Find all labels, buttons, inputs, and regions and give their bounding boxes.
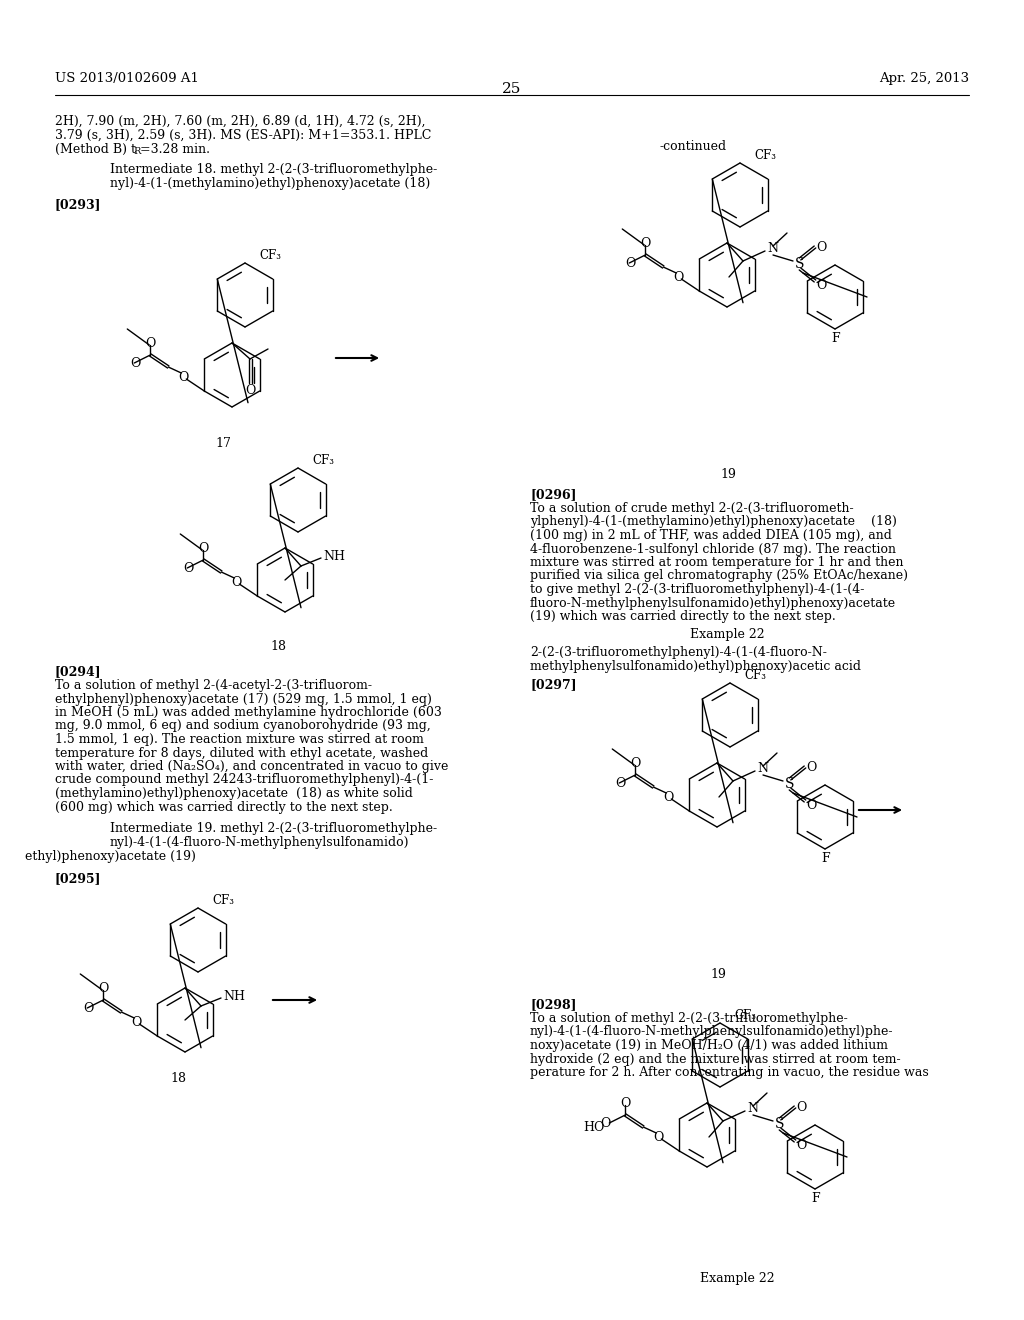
Text: (Method B) t: (Method B) t [55, 143, 136, 156]
Text: (19) which was carried directly to the next step.: (19) which was carried directly to the n… [530, 610, 836, 623]
Text: CF₃: CF₃ [259, 249, 281, 261]
Text: 4-fluorobenzene-1-sulfonyl chloride (87 mg). The reaction: 4-fluorobenzene-1-sulfonyl chloride (87 … [530, 543, 896, 556]
Text: fluoro-N-methylphenylsulfonamido)ethyl)phenoxy)acetate: fluoro-N-methylphenylsulfonamido)ethyl)p… [530, 597, 896, 610]
Text: ethyl)phenoxy)acetate (19): ethyl)phenoxy)acetate (19) [25, 850, 196, 863]
Text: 18: 18 [270, 640, 286, 653]
Text: [0297]: [0297] [530, 678, 577, 690]
Text: O: O [664, 791, 674, 804]
Text: (600 mg) which was carried directly to the next step.: (600 mg) which was carried directly to t… [55, 800, 393, 813]
Text: purified via silica gel chromatography (25% EtOAc/hexane): purified via silica gel chromatography (… [530, 569, 908, 582]
Text: Example 22: Example 22 [690, 628, 764, 642]
Text: methylphenylsulfonamido)ethyl)phenoxy)acetic acid: methylphenylsulfonamido)ethyl)phenoxy)ac… [530, 660, 861, 673]
Text: To a solution of crude methyl 2-(2-(3-trifluorometh-: To a solution of crude methyl 2-(2-(3-tr… [530, 502, 854, 515]
Text: R: R [133, 147, 140, 156]
Text: O: O [816, 242, 826, 253]
Text: S: S [785, 777, 795, 791]
Text: 2-(2-(3-trifluoromethylphenyl)-4-(1-(4-fluoro-N-: 2-(2-(3-trifluoromethylphenyl)-4-(1-(4-f… [530, 645, 826, 659]
Text: O: O [806, 762, 816, 774]
Text: O: O [615, 777, 626, 789]
Text: F: F [821, 851, 829, 865]
Text: O: O [816, 279, 826, 292]
Text: [0293]: [0293] [55, 198, 101, 211]
Text: O: O [640, 238, 650, 249]
Text: CF₃: CF₃ [312, 454, 334, 467]
Text: 19: 19 [720, 469, 736, 480]
Text: O: O [631, 756, 641, 770]
Text: Example 22: Example 22 [700, 1272, 774, 1284]
Text: NH: NH [323, 550, 345, 564]
Text: CF₃: CF₃ [744, 669, 766, 682]
Text: 25: 25 [503, 82, 521, 96]
Text: O: O [653, 1131, 664, 1144]
Text: Apr. 25, 2013: Apr. 25, 2013 [879, 73, 969, 84]
Text: 1.5 mmol, 1 eq). The reaction mixture was stirred at room: 1.5 mmol, 1 eq). The reaction mixture wa… [55, 733, 424, 746]
Text: N: N [746, 1102, 758, 1115]
Text: O: O [626, 257, 636, 271]
Text: 3.79 (s, 3H), 2.59 (s, 3H). MS (ES-API): M+1=353.1. HPLC: 3.79 (s, 3H), 2.59 (s, 3H). MS (ES-API):… [55, 129, 431, 143]
Text: 17: 17 [215, 437, 230, 450]
Text: [0294]: [0294] [55, 665, 101, 678]
Text: O: O [199, 543, 209, 554]
Text: N: N [767, 242, 778, 255]
Text: HO: HO [584, 1121, 604, 1134]
Text: Intermediate 19. methyl 2-(2-(3-trifluoromethylphe-: Intermediate 19. methyl 2-(2-(3-trifluor… [110, 822, 437, 836]
Text: O: O [600, 1117, 610, 1130]
Text: S: S [775, 1117, 784, 1131]
Text: noxy)acetate (19) in MeOH/H₂O (4/1) was added lithium: noxy)acetate (19) in MeOH/H₂O (4/1) was … [530, 1039, 888, 1052]
Text: nyl)-4-(1-(4-fluoro-N-methylphenylsulfonamido): nyl)-4-(1-(4-fluoro-N-methylphenylsulfon… [110, 836, 410, 849]
Text: in MeOH (5 mL) was added methylamine hydrochloride (603: in MeOH (5 mL) was added methylamine hyd… [55, 706, 442, 719]
Text: O: O [245, 384, 255, 397]
Text: 18: 18 [170, 1072, 186, 1085]
Text: perature for 2 h. After concentrating in vacuo, the residue was: perature for 2 h. After concentrating in… [530, 1067, 929, 1078]
Text: O: O [621, 1097, 631, 1110]
Text: CF₃: CF₃ [212, 894, 234, 907]
Text: O: O [796, 1101, 806, 1114]
Text: F: F [831, 333, 840, 345]
Text: to give methyl 2-(2-(3-trifluoromethylphenyl)-4-(1-(4-: to give methyl 2-(2-(3-trifluoromethylph… [530, 583, 864, 597]
Text: O: O [674, 271, 684, 284]
Text: O: O [796, 1139, 806, 1152]
Text: =3.28 min.: =3.28 min. [140, 143, 210, 156]
Text: NH: NH [223, 990, 245, 1003]
Text: nyl)-4-(1-(4-fluoro-N-methylphenylsulfonamido)ethyl)phe-: nyl)-4-(1-(4-fluoro-N-methylphenylsulfon… [530, 1026, 894, 1039]
Text: S: S [795, 257, 805, 271]
Text: crude compound methyl 24243-trifluoromethylphenyl)-4-(1-: crude compound methyl 24243-trifluoromet… [55, 774, 433, 787]
Text: -continued: -continued [660, 140, 727, 153]
Text: O: O [806, 799, 816, 812]
Text: O: O [178, 371, 188, 384]
Text: 19: 19 [710, 968, 726, 981]
Text: mg, 9.0 mmol, 6 eq) and sodium cyanoborohydride (93 mg,: mg, 9.0 mmol, 6 eq) and sodium cyanoboro… [55, 719, 431, 733]
Text: (methylamino)ethyl)phenoxy)acetate  (18) as white solid: (methylamino)ethyl)phenoxy)acetate (18) … [55, 787, 413, 800]
Text: O: O [183, 562, 194, 576]
Text: O: O [83, 1002, 93, 1015]
Text: [0298]: [0298] [530, 998, 577, 1011]
Text: O: O [98, 982, 109, 995]
Text: To a solution of methyl 2-(4-acetyl-2-(3-trifluorom-: To a solution of methyl 2-(4-acetyl-2-(3… [55, 678, 372, 692]
Text: US 2013/0102609 A1: US 2013/0102609 A1 [55, 73, 199, 84]
Text: F: F [811, 1192, 819, 1205]
Text: O: O [131, 1016, 141, 1030]
Text: [0296]: [0296] [530, 488, 577, 502]
Text: O: O [231, 576, 242, 589]
Text: temperature for 8 days, diluted with ethyl acetate, washed: temperature for 8 days, diluted with eth… [55, 747, 428, 759]
Text: Intermediate 18. methyl 2-(2-(3-trifluoromethylphe-: Intermediate 18. methyl 2-(2-(3-trifluor… [110, 162, 437, 176]
Text: ylphenyl)-4-(1-(methylamino)ethyl)phenoxy)acetate    (18): ylphenyl)-4-(1-(methylamino)ethyl)phenox… [530, 516, 897, 528]
Text: [0295]: [0295] [55, 873, 101, 884]
Text: O: O [145, 337, 156, 350]
Text: CF₃: CF₃ [754, 149, 776, 162]
Text: To a solution of methyl 2-(2-(3-trifluoromethylphe-: To a solution of methyl 2-(2-(3-trifluor… [530, 1012, 848, 1026]
Text: mixture was stirred at room temperature for 1 hr and then: mixture was stirred at room temperature … [530, 556, 903, 569]
Text: N: N [757, 762, 768, 775]
Text: CF₃: CF₃ [734, 1008, 756, 1022]
Text: O: O [130, 356, 140, 370]
Text: ethylphenyl)phenoxy)acetate (17) (529 mg, 1.5 mmol, 1 eq): ethylphenyl)phenoxy)acetate (17) (529 mg… [55, 693, 432, 705]
Text: 2H), 7.90 (m, 2H), 7.60 (m, 2H), 6.89 (d, 1H), 4.72 (s, 2H),: 2H), 7.90 (m, 2H), 7.60 (m, 2H), 6.89 (d… [55, 115, 426, 128]
Text: nyl)-4-(1-(methylamino)ethyl)phenoxy)acetate (18): nyl)-4-(1-(methylamino)ethyl)phenoxy)ace… [110, 177, 430, 190]
Text: (100 mg) in 2 mL of THF, was added DIEA (105 mg), and: (100 mg) in 2 mL of THF, was added DIEA … [530, 529, 892, 543]
Text: hydroxide (2 eq) and the mixture was stirred at room tem-: hydroxide (2 eq) and the mixture was sti… [530, 1052, 901, 1065]
Text: with water, dried (Na₂SO₄), and concentrated in vacuo to give: with water, dried (Na₂SO₄), and concentr… [55, 760, 449, 774]
